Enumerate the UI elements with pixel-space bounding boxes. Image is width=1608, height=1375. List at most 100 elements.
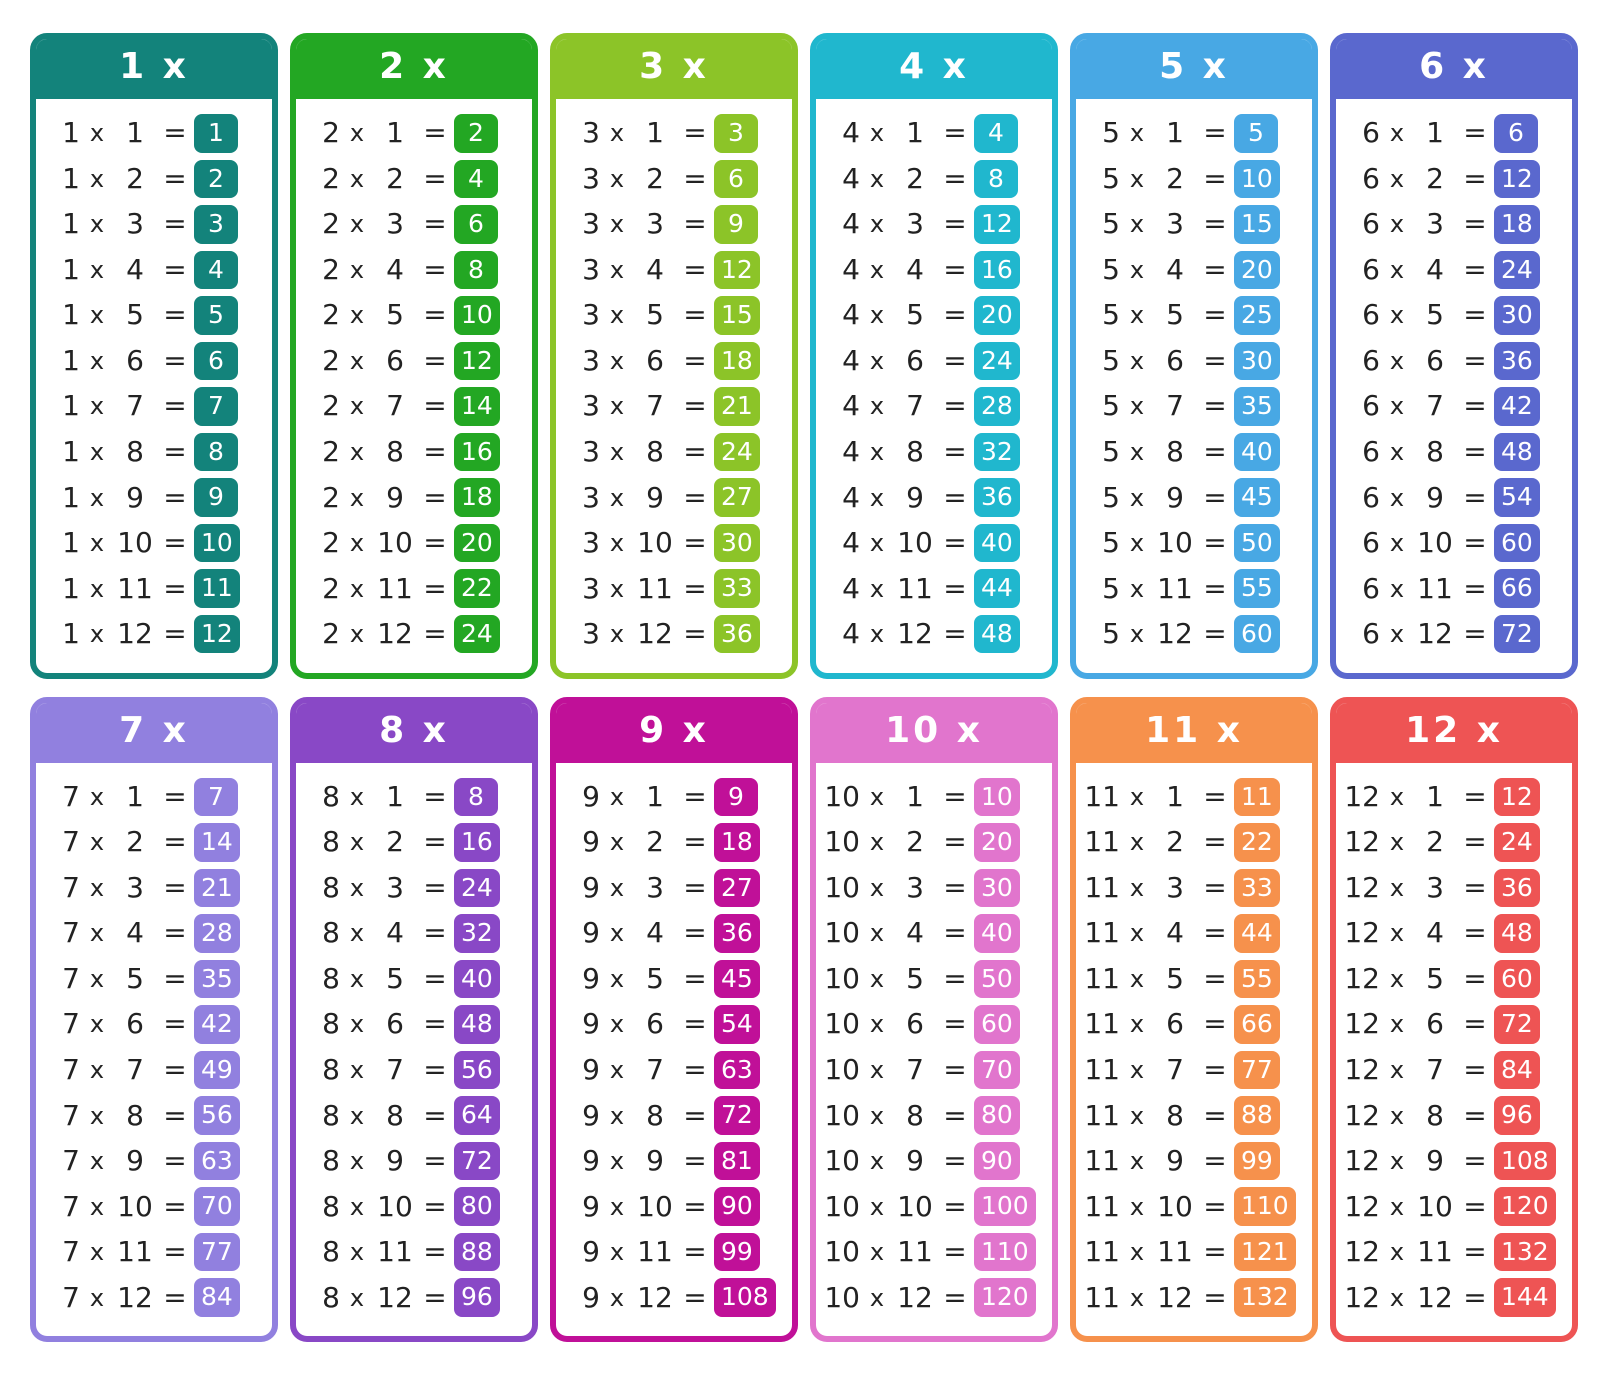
equation-row: 2 x 6 = 12: [296, 341, 532, 381]
multiplier-value: 9: [1426, 480, 1444, 514]
multiply-symbol: x: [869, 620, 885, 649]
multiply-symbol: x: [609, 1283, 625, 1312]
equals-symbol: =: [683, 389, 707, 423]
equation-row: 9 x 3 = 27: [556, 868, 792, 908]
equals-symbol: =: [163, 961, 187, 995]
multiplier-value: 2: [126, 825, 144, 859]
factor-value: 2: [322, 343, 340, 377]
product-badge-cell: 70: [974, 1050, 1050, 1090]
card-body: 2 x 1 = 2 2 x 2 = 4 2 x 3 = 6 2 x 4 = 8 2 x 5 = 10 2 x 6 = 12 2 x 7 = 14 2 x…: [296, 99, 532, 673]
factor-value: 8: [322, 961, 340, 995]
equals-symbol: =: [683, 870, 707, 904]
equals-symbol: =: [1463, 526, 1487, 560]
equals-symbol: =: [683, 298, 707, 332]
equation-row: 1 x 3 = 3: [36, 205, 272, 244]
product-badge: 54: [1494, 478, 1540, 517]
product-badge-cell: 70: [194, 1187, 270, 1226]
factor-value: 4: [842, 526, 860, 560]
product-badge-cell: 12: [714, 250, 790, 290]
equation-row: 1 x 12 = 12: [36, 614, 272, 654]
product-badge-cell: 144: [1494, 1278, 1570, 1317]
multiplier-value: 3: [1166, 870, 1184, 904]
product-badge-cell: 16: [454, 823, 530, 862]
multiplier-value: 2: [1426, 161, 1444, 195]
factor-value: 1: [62, 161, 80, 195]
card-body: 9 x 1 = 9 9 x 2 = 18 9 x 3 = 27 9 x 4 = 36 9 x 5 = 45 9 x 6 = 54 9 x 7 = 6…: [556, 763, 792, 1337]
multiplier-value: 5: [126, 298, 144, 332]
times-table-card-5: 5 x 5 x 1 = 5 5 x 2 = 10 5 x 3 = 15 5 x 4 = 20 5 x 5 = 25 5 x 6 = 30 5 x…: [1070, 33, 1318, 679]
factor-value: 7: [62, 1189, 80, 1223]
equation-row: 1 x 10 = 10: [36, 523, 272, 563]
product-badge-cell: 14: [454, 387, 530, 426]
multiplier-value: 7: [386, 389, 404, 423]
product-badge-cell: 30: [974, 868, 1050, 908]
equation-row: 2 x 9 = 18: [296, 478, 532, 517]
multiply-symbol: x: [89, 119, 105, 148]
product-badge-cell: 16: [454, 432, 530, 472]
multiply-symbol: x: [349, 1238, 365, 1267]
product-badge: 48: [454, 1005, 500, 1044]
product-badge: 20: [974, 296, 1020, 335]
factor-value: 5: [1102, 161, 1120, 195]
multiplier-value: 7: [126, 1052, 144, 1086]
multiply-symbol: x: [1129, 1238, 1145, 1267]
equals-symbol: =: [683, 252, 707, 286]
card-title: 12 x: [1336, 702, 1572, 763]
product-badge-cell: 55: [1234, 569, 1310, 608]
product-badge: 132: [1494, 1232, 1556, 1272]
product-badge-cell: 132: [1234, 1278, 1310, 1317]
multiplier-value: 5: [386, 961, 404, 995]
equation-row: 11 x 1 = 11: [1076, 777, 1312, 817]
multiply-symbol: x: [349, 919, 365, 948]
multiply-symbol: x: [609, 483, 625, 512]
product-badge-cell: 90: [974, 1141, 1050, 1181]
factor-value: 12: [1344, 1280, 1380, 1314]
equation-row: 2 x 4 = 8: [296, 250, 532, 290]
product-badge: 35: [1234, 387, 1280, 426]
equation-row: 3 x 11 = 33: [556, 569, 792, 608]
equation-row: 4 x 9 = 36: [816, 478, 1052, 517]
multiplier-value: 7: [906, 389, 924, 423]
multiply-symbol: x: [609, 1238, 625, 1267]
multiply-symbol: x: [609, 529, 625, 558]
factor-value: 3: [582, 389, 600, 423]
equation-row: 9 x 4 = 36: [556, 914, 792, 953]
multiplier-value: 11: [1417, 1235, 1453, 1269]
factor-value: 12: [1344, 825, 1380, 859]
product-badge: 10: [974, 777, 1020, 817]
equation-row: 12 x 6 = 72: [1336, 1005, 1572, 1044]
multiply-symbol: x: [1129, 828, 1145, 857]
equation-row: 8 x 4 = 32: [296, 914, 532, 953]
multiplier-value: 8: [126, 435, 144, 468]
factor-value: 3: [582, 207, 600, 241]
multiply-symbol: x: [349, 828, 365, 857]
multiply-symbol: x: [609, 1147, 625, 1176]
times-table-card-2: 2 x 2 x 1 = 2 2 x 2 = 4 2 x 3 = 6 2 x 4 = 8 2 x 5 = 10 2 x 6 = 12 2 x 7 = 1…: [290, 33, 538, 679]
multiply-symbol: x: [609, 919, 625, 948]
multiply-symbol: x: [1129, 1010, 1145, 1039]
multiply-symbol: x: [1129, 620, 1145, 649]
product-badge-cell: 80: [454, 1187, 530, 1226]
multiply-symbol: x: [1389, 574, 1405, 603]
factor-value: 2: [322, 389, 340, 423]
equation-row: 2 x 3 = 6: [296, 205, 532, 244]
product-badge: 4: [194, 250, 238, 290]
equals-symbol: =: [683, 571, 707, 605]
equals-symbol: =: [1203, 252, 1227, 286]
multiply-symbol: x: [89, 1010, 105, 1039]
multiply-symbol: x: [1129, 1283, 1145, 1312]
product-badge-cell: 8: [974, 159, 1050, 199]
factor-value: 9: [582, 1144, 600, 1178]
product-badge: 56: [194, 1096, 240, 1135]
equation-row: 10 x 2 = 20: [816, 823, 1052, 862]
product-badge-cell: 28: [974, 387, 1050, 426]
multiply-symbol: x: [1129, 301, 1145, 330]
factor-value: 1: [62, 343, 80, 377]
product-badge-cell: 36: [714, 914, 790, 953]
equation-row: 7 x 2 = 14: [36, 823, 272, 862]
equals-symbol: =: [423, 1235, 447, 1269]
factor-value: 5: [1102, 480, 1120, 514]
product-badge: 72: [454, 1141, 500, 1181]
multiply-symbol: x: [349, 1101, 365, 1130]
equals-symbol: =: [943, 389, 967, 423]
